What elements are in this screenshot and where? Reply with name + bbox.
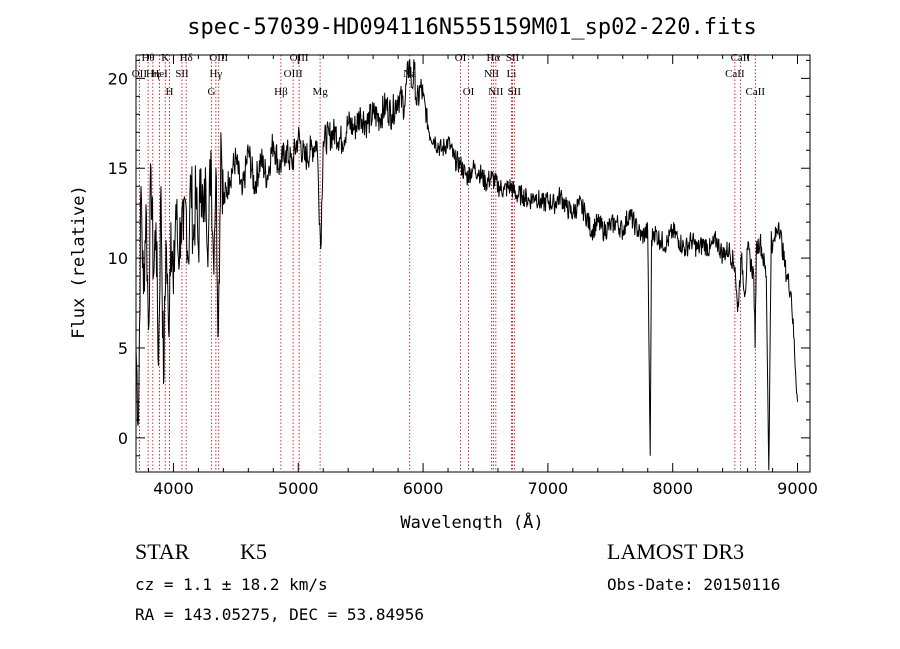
- chart-title: spec-57039-HD094116N555159M01_sp02-220.f…: [187, 15, 757, 40]
- line-label-10: Hγ: [209, 68, 222, 80]
- y-tick-label: 0: [118, 429, 128, 448]
- line-label-20: NII: [488, 86, 504, 98]
- line-label-26: CaII: [746, 86, 766, 98]
- line-label-6: SII: [175, 68, 189, 80]
- line-label-17: OI: [463, 86, 475, 98]
- y-tick-label: 20: [108, 69, 128, 88]
- line-label-22: SII: [506, 52, 520, 64]
- object-class: STAR: [135, 539, 190, 564]
- y-tick-label: 10: [108, 249, 128, 268]
- line-label-7: Hδ: [180, 52, 193, 64]
- redshift-cz: cz = 1.1 ± 18.2 km/s: [135, 575, 328, 594]
- y-tick-label: 15: [108, 159, 128, 178]
- line-label-24: CaII: [725, 68, 745, 80]
- y-axis-label: Flux (relative): [69, 185, 89, 339]
- x-tick-label: 9000: [777, 479, 818, 498]
- y-tick-label: 5: [118, 339, 128, 358]
- line-label-14: Mg: [312, 86, 328, 98]
- axis-ticks: 4000 5000 6000 7000 8000 9000 0 5 10 15 20: [108, 55, 818, 498]
- spectral-line-markers: HθOIIHηHeIKHSIIHδGOIIIHγHβOIIIOIIIMgNaOI…: [132, 52, 766, 472]
- line-label-13: OIII: [290, 52, 309, 64]
- x-tick-label: 6000: [403, 479, 444, 498]
- survey-name: LAMOST DR3: [607, 539, 745, 564]
- x-tick-label: 4000: [153, 479, 194, 498]
- line-label-9: OIII: [209, 52, 228, 64]
- line-label-12: OIII: [284, 68, 303, 80]
- line-label-2: Hη: [146, 68, 160, 80]
- spectrum-line: [135, 59, 798, 471]
- line-label-23: SII: [508, 86, 522, 98]
- line-label-5: H: [165, 86, 173, 98]
- line-label-18: NII: [484, 68, 500, 80]
- observation-date: Obs-Date: 20150116: [607, 575, 781, 594]
- line-label-3: HeI: [151, 68, 168, 80]
- x-tick-label: 8000: [652, 479, 693, 498]
- x-axis-label: Wavelength (Å): [400, 511, 543, 530]
- plot-frame: [135, 54, 811, 473]
- line-label-16: OI: [455, 52, 467, 64]
- x-tick-label: 5000: [278, 479, 319, 498]
- coordinates: RA = 143.05275, DEC = 53.84956: [135, 605, 424, 624]
- line-label-8: G: [208, 86, 216, 98]
- object-subclass: K5: [240, 539, 267, 564]
- x-tick-label: 7000: [528, 479, 569, 498]
- line-label-4: K: [161, 52, 169, 64]
- line-label-11: Hβ: [274, 86, 288, 98]
- spectrum-chart: spec-57039-HD094116N555159M01_sp02-220.f…: [69, 15, 818, 530]
- line-label-21: Li: [507, 68, 517, 80]
